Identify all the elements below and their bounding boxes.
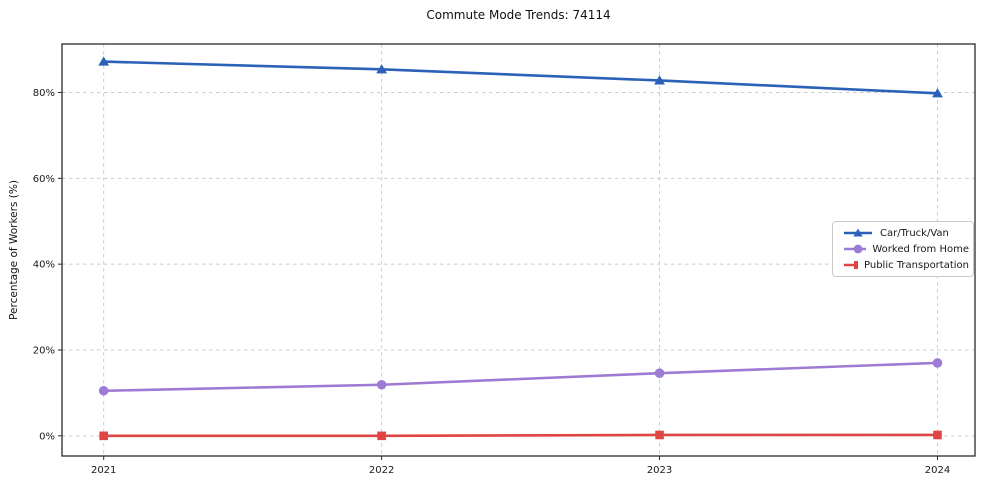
- data-point-car-truck-van: [376, 64, 388, 74]
- y-tick-label: 40%: [33, 260, 55, 271]
- chart-title: Commute Mode Trends: 74114: [426, 8, 611, 22]
- legend-item-public-transportation: Public Transportation: [842, 258, 969, 272]
- x-tick-label: 2024: [925, 465, 950, 476]
- y-tick-label: 80%: [33, 88, 55, 99]
- legend-item-car-truck-van: Car/Truck/Van: [842, 226, 969, 240]
- data-point-public-transportation: [655, 430, 664, 440]
- y-tick-label: 0%: [39, 431, 55, 442]
- data-point-car-truck-van: [654, 75, 665, 85]
- line-circle-marker-icon: [844, 244, 867, 254]
- data-point-worked-from-home: [654, 368, 665, 378]
- series-line-car-truck-van: [102, 60, 939, 95]
- data-point-worked-from-home: [98, 385, 109, 396]
- line-square-marker-icon: [844, 261, 859, 269]
- data-point-public-transportation: [933, 430, 942, 440]
- data-point-worked-from-home: [376, 379, 387, 390]
- series-line-worked-from-home: [102, 361, 939, 393]
- x-tick-label: 2022: [369, 465, 394, 476]
- line-triangle-marker-icon: [844, 228, 872, 237]
- x-tick-label: 2021: [91, 465, 116, 476]
- series-line-public-transportation: [102, 433, 939, 438]
- x-tick-label: 2023: [647, 465, 672, 476]
- data-point-car-truck-van: [98, 56, 110, 66]
- data-point-public-transportation: [377, 431, 386, 441]
- legend-label: Car/Truck/Van: [880, 227, 949, 239]
- data-point-car-truck-van: [932, 88, 943, 98]
- legend-item-worked-from-home: Worked from Home: [842, 242, 969, 256]
- y-tick-label: 20%: [33, 345, 55, 356]
- legend-label: Public Transportation: [864, 259, 969, 271]
- legend-label: Worked from Home: [872, 243, 969, 255]
- plot-frame: [61, 43, 976, 457]
- y-tick-label: 60%: [33, 174, 55, 185]
- data-point-worked-from-home: [932, 358, 943, 368]
- data-point-public-transportation: [99, 431, 108, 441]
- legend: Car/Truck/Van Worked from Home Public Tr…: [832, 221, 974, 277]
